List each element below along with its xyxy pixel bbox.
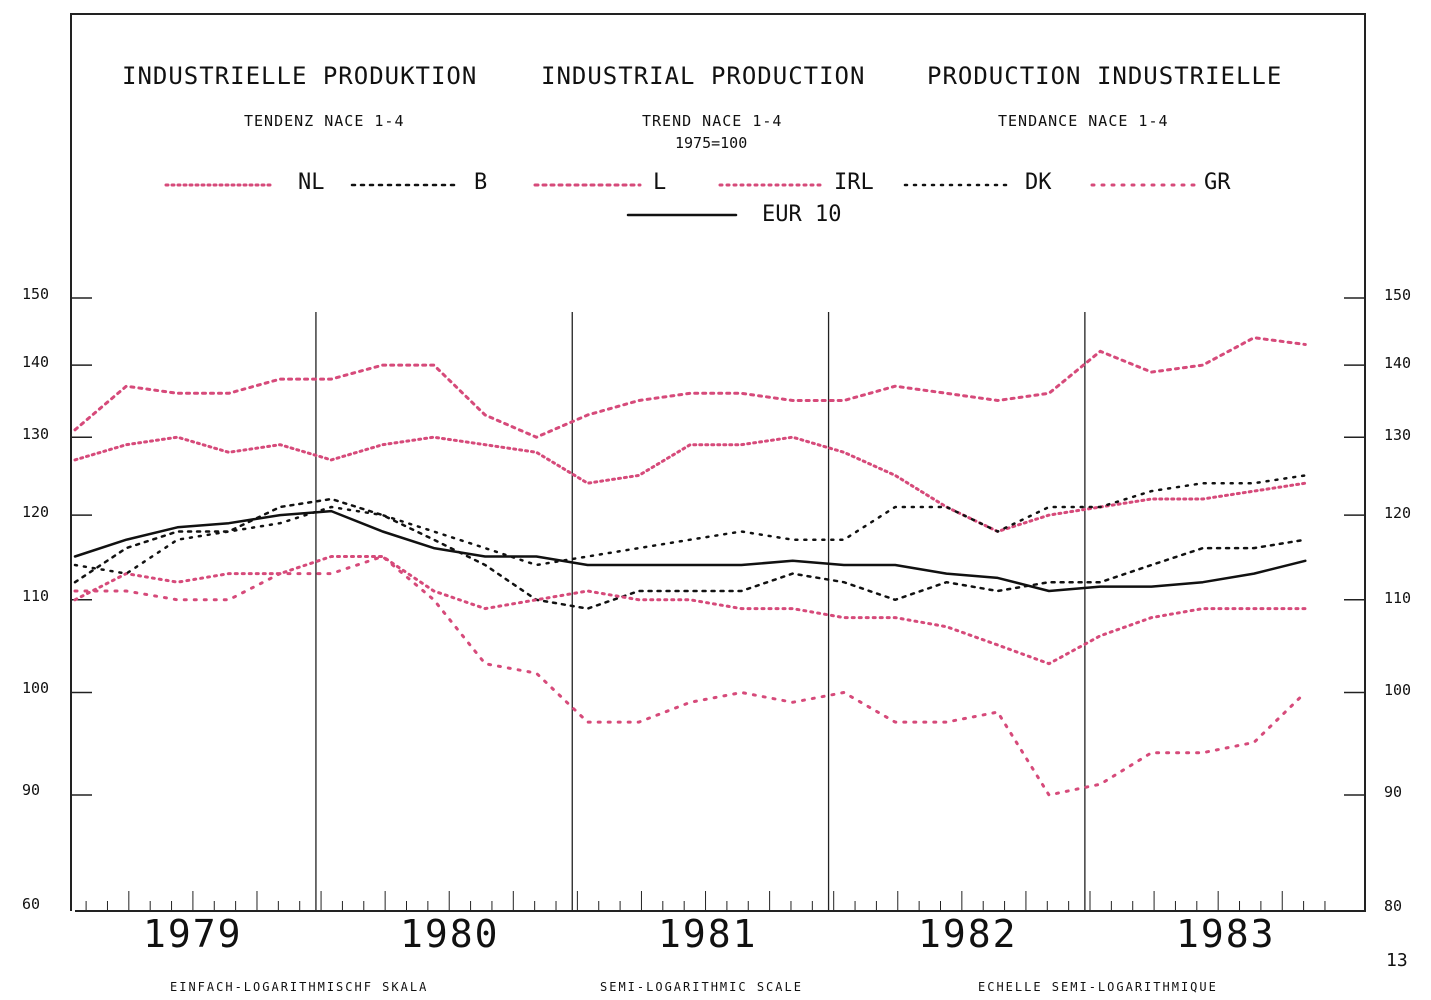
year-label-1982: 1982 (918, 912, 1018, 956)
left-tick-140: 140 (22, 353, 50, 371)
legend-label-irl: IRL (834, 170, 874, 195)
right-tick-120: 120 (1384, 504, 1412, 522)
left-tick-120: 120 (22, 503, 50, 521)
series-line-irl (73, 555, 1307, 666)
subtitle-en: TREND NACE 1-4 (642, 112, 783, 130)
legend-label-gr: GR (1204, 170, 1231, 195)
page-number: 13 (1386, 950, 1408, 971)
legend-label-dk: DK (1025, 170, 1052, 195)
left-tick-90: 90 (22, 781, 41, 799)
legend-label-nl: NL (298, 170, 325, 195)
subtitle-fr: TENDANCE NACE 1-4 (998, 112, 1169, 130)
series-line-gr (73, 555, 1307, 797)
series-line-dk (73, 474, 1307, 575)
series-line-l (73, 336, 1307, 439)
legend-label-l: L (653, 170, 667, 195)
title-fr: PRODUCTION INDUSTRIELLE (927, 62, 1283, 90)
right-tick-140: 140 (1384, 354, 1412, 372)
right-tick-90: 90 (1384, 783, 1403, 801)
left-tick-130: 130 (22, 425, 50, 443)
year-label-1983: 1983 (1176, 912, 1276, 956)
legend-label-eur10: EUR 10 (762, 202, 842, 227)
title-de: INDUSTRIELLE PRODUKTION (122, 62, 478, 90)
left-tick-100: 100 (22, 679, 50, 697)
series-line-eur10 (73, 509, 1307, 593)
right-tick-bottom: 80 (1384, 897, 1403, 915)
footer-de: EINFACH-LOGARITHMISCHF SKALA (170, 980, 429, 994)
plot-frame (70, 13, 1366, 911)
footer-en: SEMI-LOGARITHMIC SCALE (600, 980, 803, 994)
title-en: INDUSTRIAL PRODUCTION (541, 62, 866, 90)
base-year: 1975=100 (675, 134, 748, 152)
left-tick-bottom: 60 (22, 895, 41, 913)
year-label-1979: 1979 (143, 912, 243, 956)
year-label-1980: 1980 (400, 912, 500, 956)
right-tick-130: 130 (1384, 426, 1412, 444)
left-tick-150: 150 (22, 285, 50, 303)
right-tick-100: 100 (1384, 681, 1412, 699)
year-label-1981: 1981 (658, 912, 758, 956)
footer-fr: ECHELLE SEMI-LOGARITHMIQUE (978, 980, 1218, 994)
subtitle-de: TENDENZ NACE 1-4 (244, 112, 405, 130)
left-tick-110: 110 (22, 587, 50, 605)
right-tick-110: 110 (1384, 589, 1412, 607)
right-tick-150: 150 (1384, 286, 1412, 304)
legend-label-b: B (474, 170, 488, 195)
series-line-b (73, 497, 1307, 610)
